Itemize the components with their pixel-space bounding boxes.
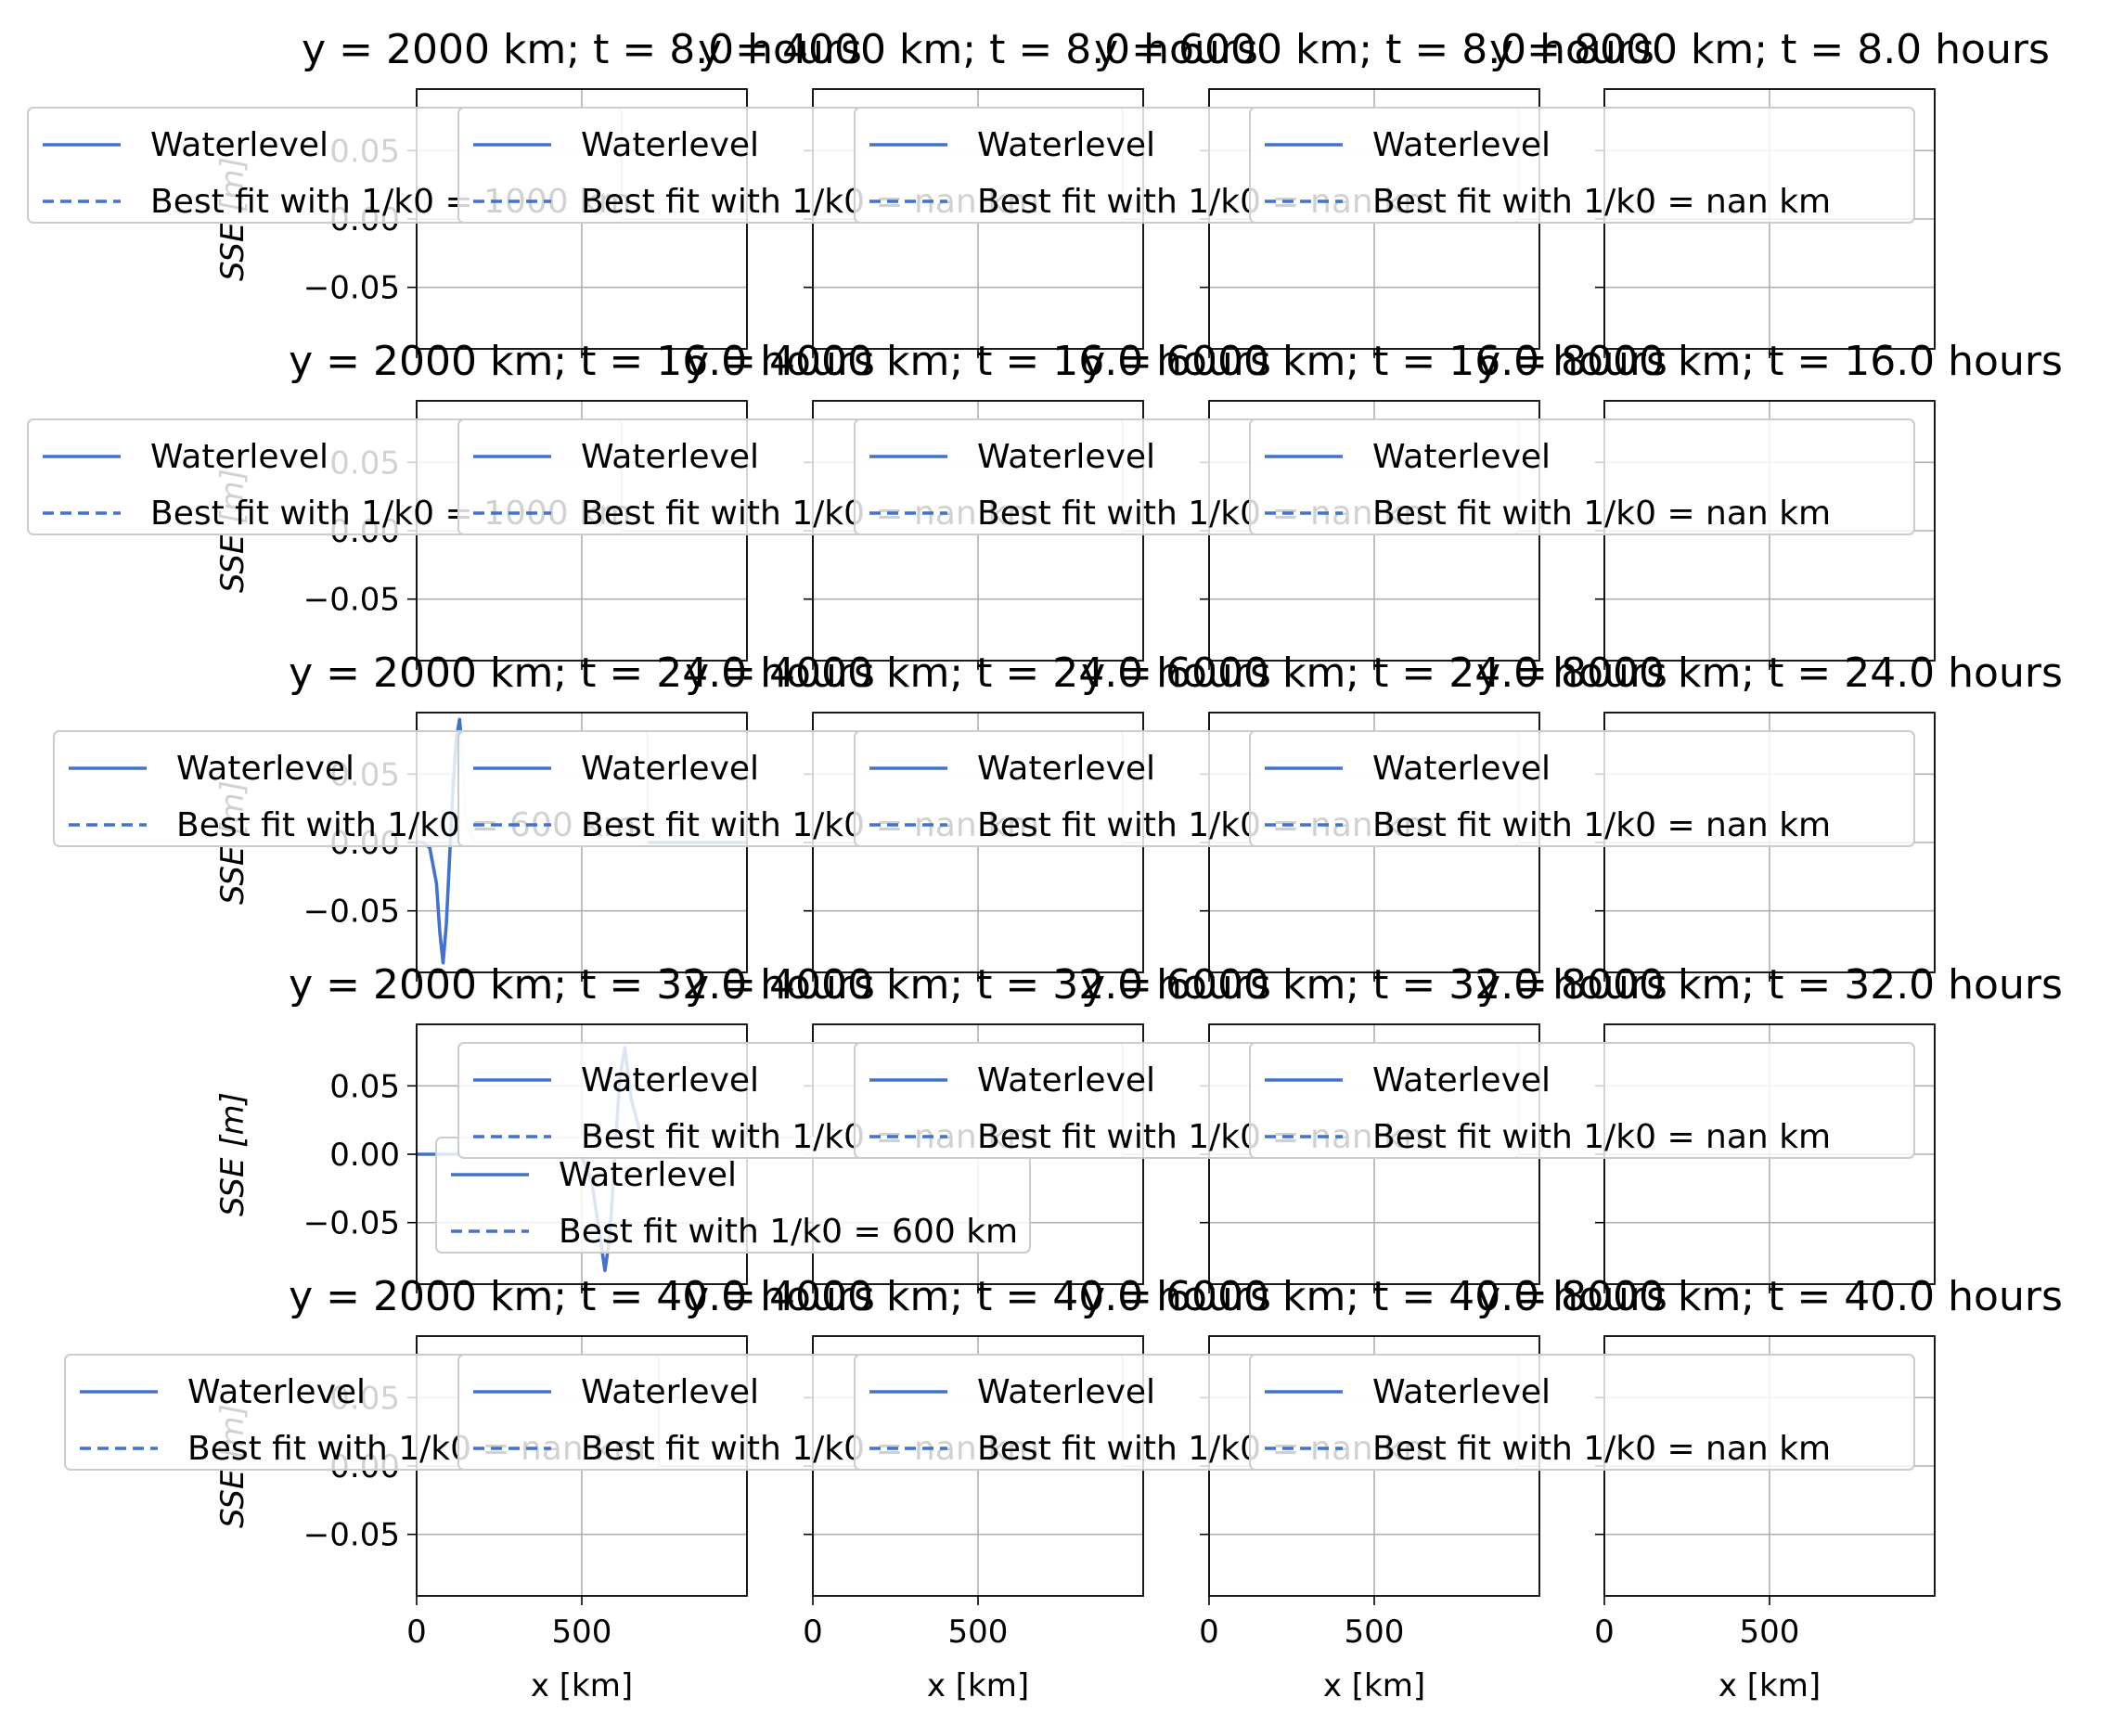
legend-r1-c3: Waterlevel Best fit with 1/k0 = nan km [1249,418,1915,535]
subplot-title-r2-c2: y = 6000 km; t = 24.0 hours [1081,649,1667,697]
legend-entry-waterlevel: Waterlevel [581,1373,759,1411]
subplot-title-r0-c2: y = 6000 km; t = 8.0 hours [1094,26,1654,73]
legend-entry-waterlevel: Waterlevel [1372,750,1551,788]
legend-entry-bestfit: Best fit with 1/k0 = 600 km [559,1213,1018,1251]
xtick-label: 0 [803,1614,823,1651]
legend-entry-waterlevel: Waterlevel [150,126,328,164]
legend-entry-waterlevel: Waterlevel [977,750,1155,788]
subplot-title-r3-c3: y = 8000 km; t = 32.0 hours [1476,961,2063,1009]
subplot-title-r4-c0: y = 2000 km; t = 40.0 hours [289,1273,875,1320]
legend-entry-waterlevel: Waterlevel [977,1373,1155,1411]
legend-r3-c0: Waterlevel Best fit with 1/k0 = 600 km [435,1137,1031,1254]
subplot-title-r4-c3: y = 8000 km; t = 40.0 hours [1476,1273,2063,1320]
legend-r4-c3: Waterlevel Best fit with 1/k0 = nan km [1249,1354,1915,1471]
legend-entry-waterlevel: Waterlevel [977,438,1155,476]
legend-box [1249,730,1915,847]
legend-entry-bestfit: Best fit with 1/k0 = nan km [1372,495,1831,533]
y-axis-label: SSE [m] [214,1092,251,1216]
subplot-title-r2-c3: y = 8000 km; t = 24.0 hours [1476,649,2063,697]
ytick-label: −0.05 [303,1517,400,1554]
xtick-label: 0 [406,1614,427,1651]
subplot-title-r0-c1: y = 4000 km; t = 8.0 hours [698,26,1258,73]
xtick-label: 500 [1740,1614,1800,1651]
xtick-label: 500 [948,1614,1009,1651]
legend-entry-waterlevel: Waterlevel [977,126,1155,164]
x-axis-label: x [km] [927,1667,1029,1704]
subplot-title-r0-c3: y = 8000 km; t = 8.0 hours [1489,26,2050,73]
ytick-label: −0.05 [303,582,400,619]
legend-entry-waterlevel: Waterlevel [187,1373,366,1411]
legend-entry-waterlevel: Waterlevel [581,126,759,164]
legend-box [1249,418,1915,535]
legend-entry-waterlevel: Waterlevel [559,1156,737,1194]
xtick-label: 0 [1594,1614,1615,1651]
legend-entry-waterlevel: Waterlevel [581,1061,759,1099]
subplot-title-r0-c0: y = 2000 km; t = 8.0 hours [302,26,862,73]
xtick-label: 0 [1199,1614,1219,1651]
subplot-title-r1-c2: y = 6000 km; t = 16.0 hours [1081,338,1667,385]
legend-entry-waterlevel: Waterlevel [1372,438,1551,476]
subplot-title-r2-c0: y = 2000 km; t = 24.0 hours [289,649,875,697]
subplot-title-r1-c1: y = 4000 km; t = 16.0 hours [685,338,1271,385]
legend-entry-bestfit: Best fit with 1/k0 = nan km [1372,806,1831,844]
subplot-title-r4-c1: y = 4000 km; t = 40.0 hours [685,1273,1271,1320]
ytick-label: 0.00 [329,1137,400,1174]
ytick-label: −0.05 [303,1205,400,1242]
legend-entry-waterlevel: Waterlevel [150,438,328,476]
ytick-label: −0.05 [303,894,400,931]
subplot-title-r2-c1: y = 4000 km; t = 24.0 hours [685,649,1271,697]
legend-entry-waterlevel: Waterlevel [581,438,759,476]
ytick-label: −0.05 [303,270,400,307]
x-axis-label: x [km] [1718,1667,1821,1704]
legend-r3-c3: Waterlevel Best fit with 1/k0 = nan km [1249,1042,1915,1159]
legend-entry-waterlevel: Waterlevel [1372,126,1551,164]
subplot-title-r3-c0: y = 2000 km; t = 32.0 hours [289,961,875,1009]
subplot-title-r1-c3: y = 8000 km; t = 16.0 hours [1476,338,2063,385]
x-axis-label: x [km] [1323,1667,1425,1704]
subplot-title-r3-c1: y = 4000 km; t = 32.0 hours [685,961,1271,1009]
xtick-label: 500 [1345,1614,1405,1651]
legend-box [1249,1042,1915,1159]
legend-entry-bestfit: Best fit with 1/k0 = nan km [1372,183,1831,221]
legend-entry-waterlevel: Waterlevel [176,750,354,788]
legend-box [1249,1354,1915,1471]
subplot-title-r1-c0: y = 2000 km; t = 16.0 hours [289,338,875,385]
legend-box [1249,107,1915,224]
ytick-label: 0.05 [329,1068,400,1105]
legend-entry-bestfit: Best fit with 1/k0 = nan km [1372,1118,1831,1156]
legend-r0-c3: Waterlevel Best fit with 1/k0 = nan km [1249,107,1915,224]
legend-entry-bestfit: Best fit with 1/k0 = nan km [1372,1430,1831,1468]
legend-entry-waterlevel: Waterlevel [1372,1373,1551,1411]
x-axis-label: x [km] [531,1667,633,1704]
legend-r2-c3: Waterlevel Best fit with 1/k0 = nan km [1249,730,1915,847]
legend-entry-waterlevel: Waterlevel [977,1061,1155,1099]
subplot-title-r4-c2: y = 6000 km; t = 40.0 hours [1081,1273,1667,1320]
subplot-title-r3-c2: y = 6000 km; t = 32.0 hours [1081,961,1667,1009]
xtick-label: 500 [552,1614,612,1651]
legend-entry-waterlevel: Waterlevel [581,750,759,788]
legend-entry-waterlevel: Waterlevel [1372,1061,1551,1099]
subplot-r4-c2: 0 500 x [km] [1199,1335,1540,1704]
